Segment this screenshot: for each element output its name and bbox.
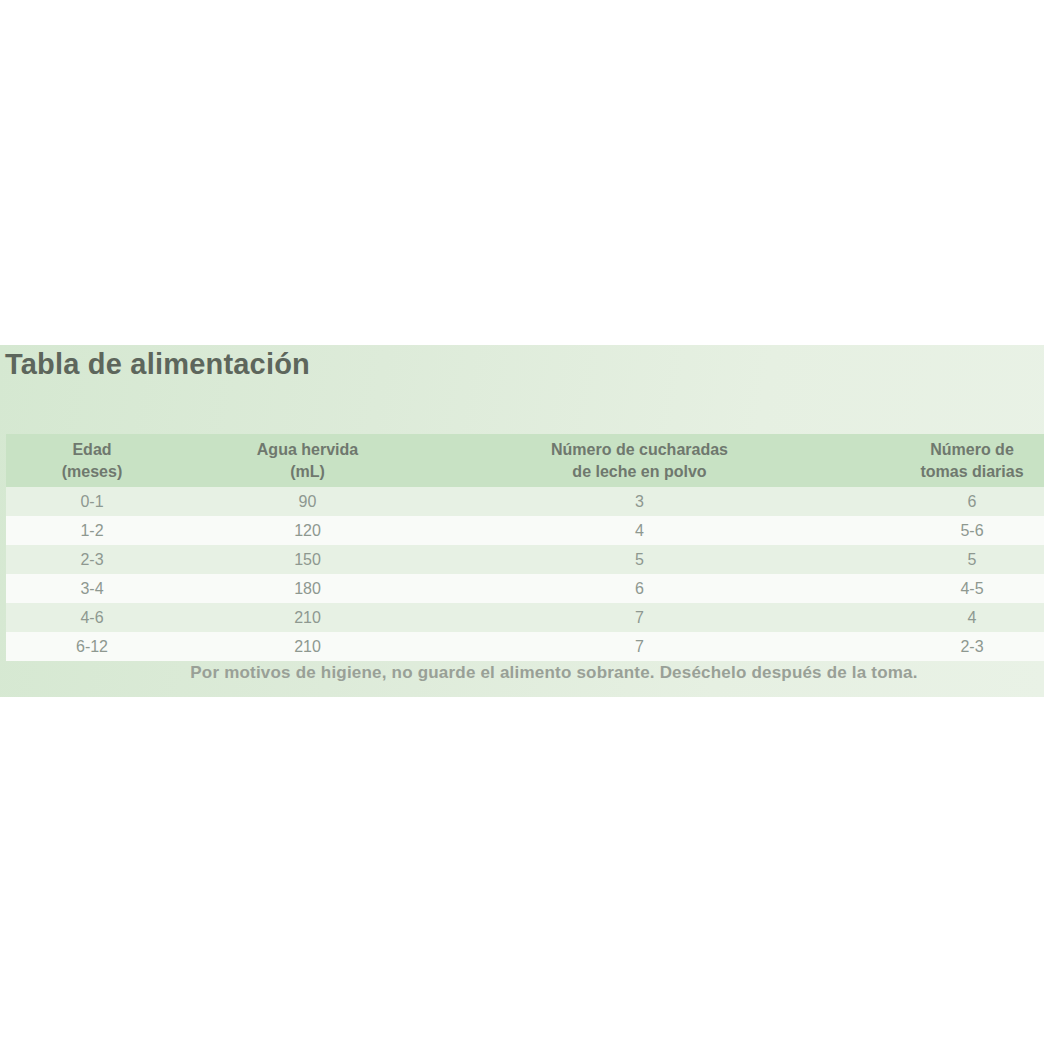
cell-edad: 4-6 (6, 603, 178, 632)
cell-agua: 90 (178, 487, 437, 516)
cell-agua: 150 (178, 545, 437, 574)
cell-cucharadas: 7 (437, 632, 842, 661)
cell-tomas: 4-5 (842, 574, 1044, 603)
cell-agua: 180 (178, 574, 437, 603)
cell-cucharadas: 4 (437, 516, 842, 545)
feeding-table-header: Edad (meses) Agua hervida (mL) Número de… (6, 434, 1044, 487)
cell-agua: 210 (178, 632, 437, 661)
cell-tomas: 5 (842, 545, 1044, 574)
cell-tomas: 6 (842, 487, 1044, 516)
feeding-table-title: Tabla de alimentación (5, 348, 310, 381)
label-image: Tabla de alimentación Edad (meses) Agua … (0, 0, 1044, 1044)
cell-agua: 210 (178, 603, 437, 632)
column-header-cucharadas: Número de cucharadas de leche en polvo (437, 434, 842, 487)
cell-cucharadas: 5 (437, 545, 842, 574)
table-row: 6-12 210 7 2-3 (6, 632, 1044, 661)
cell-cucharadas: 3 (437, 487, 842, 516)
feeding-table: Edad (meses) Agua hervida (mL) Número de… (6, 434, 1044, 661)
table-row: 4-6 210 7 4 (6, 603, 1044, 632)
cell-edad: 3-4 (6, 574, 178, 603)
column-header-agua-hervida: Agua hervida (mL) (178, 434, 437, 487)
table-row: 2-3 150 5 5 (6, 545, 1044, 574)
cell-edad: 6-12 (6, 632, 178, 661)
cell-edad: 2-3 (6, 545, 178, 574)
cell-agua: 120 (178, 516, 437, 545)
column-header-edad: Edad (meses) (6, 434, 178, 487)
cell-tomas: 4 (842, 603, 1044, 632)
feeding-table-panel: Tabla de alimentación Edad (meses) Agua … (0, 345, 1044, 697)
cell-edad: 0-1 (6, 487, 178, 516)
cell-edad: 1-2 (6, 516, 178, 545)
cell-cucharadas: 7 (437, 603, 842, 632)
cell-tomas: 5-6 (842, 516, 1044, 545)
table-row: 1-2 120 4 5-6 (6, 516, 1044, 545)
hygiene-note: Por motivos de higiene, no guarde el ali… (6, 663, 1044, 683)
cell-tomas: 2-3 (842, 632, 1044, 661)
table-row: 3-4 180 6 4-5 (6, 574, 1044, 603)
column-header-tomas-diarias: Número de tomas diarias (842, 434, 1044, 487)
table-row: 0-1 90 3 6 (6, 487, 1044, 516)
cell-cucharadas: 6 (437, 574, 842, 603)
